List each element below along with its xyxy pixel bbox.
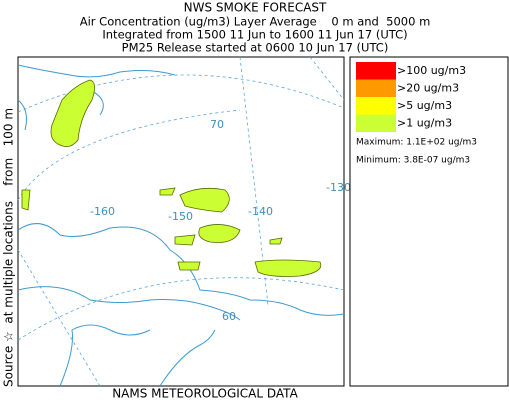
map-label: -140 — [248, 205, 273, 218]
map-label: 60 — [222, 310, 236, 323]
graticule — [17, 56, 345, 387]
legend-swatch — [356, 114, 396, 132]
legend-label: >100 ug/m3 — [397, 64, 466, 77]
smoke-area — [21, 79, 322, 277]
legend-maximum: Maximum: 1.1E+02 ug/m3 — [356, 138, 477, 148]
legend-label: >1 ug/m3 — [397, 117, 452, 130]
legend-label: >5 ug/m3 — [397, 99, 452, 112]
subtitle: Integrated from 1500 11 Jun to 1600 11 J… — [102, 28, 407, 42]
legend-label: >20 ug/m3 — [397, 82, 459, 95]
legend: Maximum: 1.1E+02 ug/m3 Minimum: 3.8E-07 … — [349, 56, 509, 387]
title: NWS SMOKE FORECAST — [184, 1, 327, 15]
footer: NAMS METEOROLOGICAL DATA — [112, 387, 298, 401]
map-label: -150 — [168, 210, 193, 223]
legend-swatch — [356, 79, 396, 97]
map: 70 -160 -150 -140 -130 60 — [17, 56, 351, 387]
legend-minimum: Minimum: 3.8E-07 ug/m3 — [356, 156, 470, 166]
legend-swatch — [356, 97, 396, 115]
subtitle: Air Concentration (ug/m3) Layer Average … — [80, 15, 431, 29]
legend-swatch — [356, 62, 396, 80]
subtitle: PM25 Release started at 0600 10 Jun 17 (… — [122, 41, 389, 55]
map-label: -130 — [326, 181, 351, 194]
side-label: Source ☆ at multiple locations from 100 … — [2, 108, 16, 387]
map-label: -160 — [90, 205, 115, 218]
map-label: 70 — [210, 118, 224, 131]
